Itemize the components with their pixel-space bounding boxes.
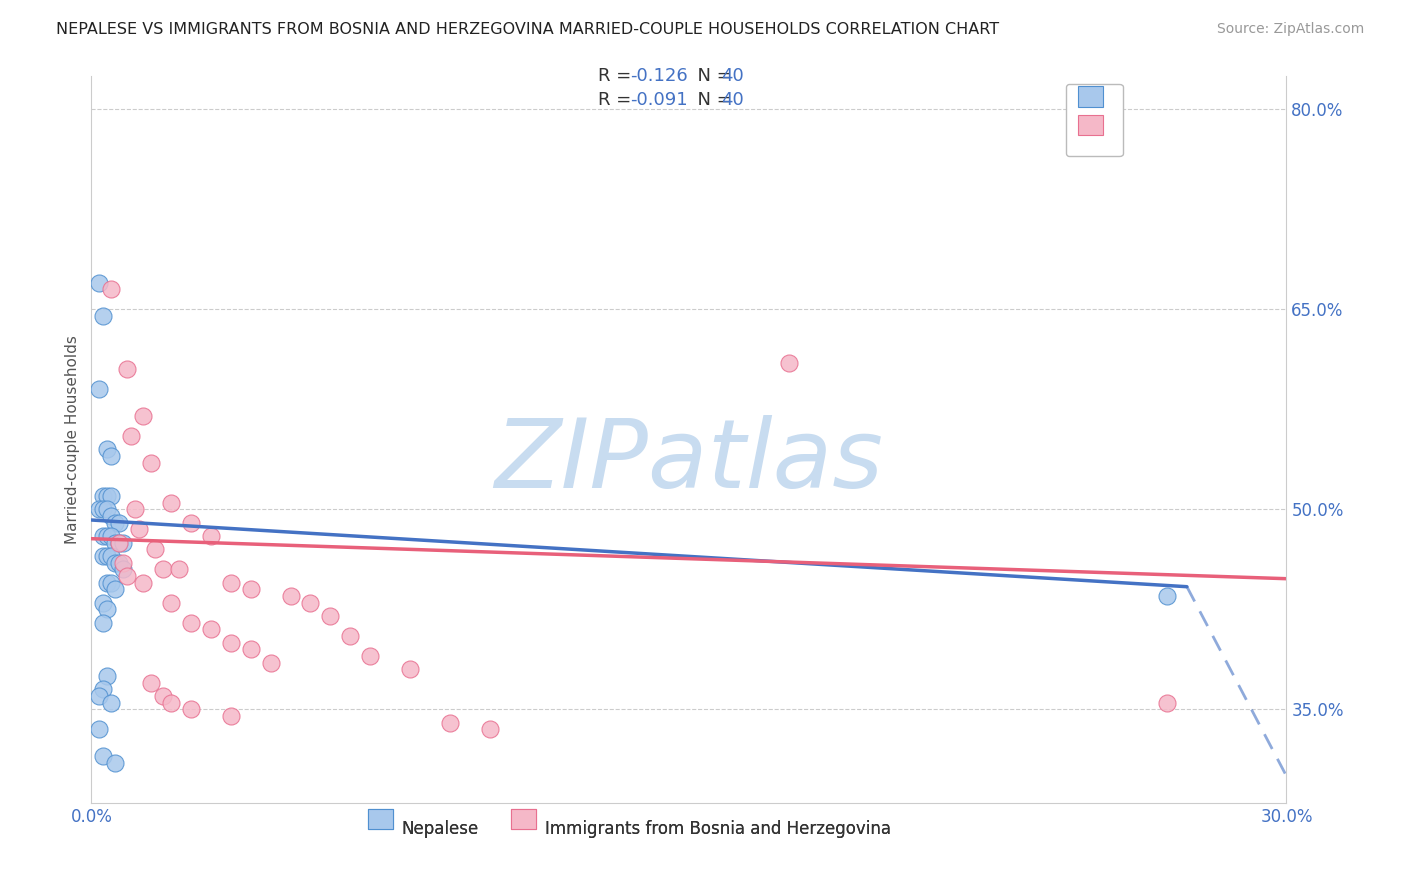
Point <box>89 502 111 516</box>
Point <box>1156 589 1178 603</box>
Point <box>104 582 127 597</box>
Point <box>439 715 461 730</box>
Point <box>160 496 183 510</box>
Point <box>778 356 800 370</box>
Point <box>93 549 115 563</box>
Point <box>180 702 202 716</box>
Point <box>108 556 131 570</box>
Point <box>100 282 122 296</box>
Point <box>93 749 115 764</box>
Point <box>93 615 115 630</box>
Y-axis label: Married-couple Households: Married-couple Households <box>65 334 80 544</box>
Point <box>96 502 118 516</box>
Point <box>141 456 162 470</box>
Point <box>160 596 183 610</box>
Point <box>359 649 381 664</box>
Text: N =: N = <box>686 67 738 85</box>
Point <box>89 276 111 290</box>
Point <box>104 556 127 570</box>
Point <box>104 516 127 530</box>
Point <box>239 582 262 597</box>
Point <box>180 615 202 630</box>
Text: -0.126: -0.126 <box>630 67 688 85</box>
Text: R =: R = <box>598 67 637 85</box>
Point <box>96 549 118 563</box>
Point <box>89 689 111 703</box>
Point <box>108 535 131 549</box>
Point <box>108 516 131 530</box>
Point <box>200 623 222 637</box>
Point <box>180 516 202 530</box>
Point <box>100 549 122 563</box>
Text: NEPALESE VS IMMIGRANTS FROM BOSNIA AND HERZEGOVINA MARRIED-COUPLE HOUSEHOLDS COR: NEPALESE VS IMMIGRANTS FROM BOSNIA AND H… <box>56 22 1000 37</box>
Point <box>96 489 118 503</box>
Point <box>200 529 222 543</box>
Text: N =: N = <box>686 91 738 109</box>
Point <box>93 309 115 323</box>
Point <box>89 723 111 737</box>
Text: ZIPatlas: ZIPatlas <box>495 415 883 508</box>
Point <box>132 409 155 423</box>
Point <box>100 508 122 523</box>
Point <box>100 449 122 463</box>
Text: -0.091: -0.091 <box>630 91 688 109</box>
Point <box>96 602 118 616</box>
Point <box>93 596 115 610</box>
Point <box>93 502 115 516</box>
Point <box>104 535 127 549</box>
Point <box>319 609 342 624</box>
Point <box>219 575 242 590</box>
Text: 40: 40 <box>721 91 744 109</box>
Point <box>93 489 115 503</box>
Point <box>100 696 122 710</box>
Point <box>108 535 131 549</box>
Point <box>399 662 422 676</box>
Point <box>152 689 174 703</box>
Point <box>96 669 118 683</box>
Point <box>93 529 115 543</box>
Text: R =: R = <box>598 91 637 109</box>
Point <box>152 562 174 576</box>
Text: Source: ZipAtlas.com: Source: ZipAtlas.com <box>1216 22 1364 37</box>
Point <box>89 382 111 396</box>
Point <box>112 556 135 570</box>
Point <box>115 569 138 583</box>
Point <box>128 522 150 536</box>
Point <box>239 642 262 657</box>
Point <box>167 562 190 576</box>
Point <box>1156 696 1178 710</box>
Point <box>104 756 127 770</box>
Point <box>160 696 183 710</box>
Point <box>93 682 115 697</box>
Point <box>115 362 138 376</box>
Point <box>112 535 135 549</box>
Point <box>132 575 155 590</box>
Point <box>100 529 122 543</box>
Point <box>120 429 142 443</box>
Text: 40: 40 <box>721 67 744 85</box>
Point <box>280 589 302 603</box>
Point <box>96 575 118 590</box>
Point <box>219 636 242 650</box>
Point <box>96 529 118 543</box>
Point <box>141 675 162 690</box>
Point <box>143 542 166 557</box>
Point <box>259 656 281 670</box>
Legend: Nepalese, Immigrants from Bosnia and Herzegovina: Nepalese, Immigrants from Bosnia and Her… <box>361 812 897 846</box>
Point <box>219 709 242 723</box>
Point <box>100 489 122 503</box>
Point <box>478 723 501 737</box>
Point <box>112 562 135 576</box>
Point <box>339 629 361 643</box>
Point <box>299 596 322 610</box>
Point <box>96 442 118 457</box>
Point <box>124 502 146 516</box>
Point <box>100 575 122 590</box>
